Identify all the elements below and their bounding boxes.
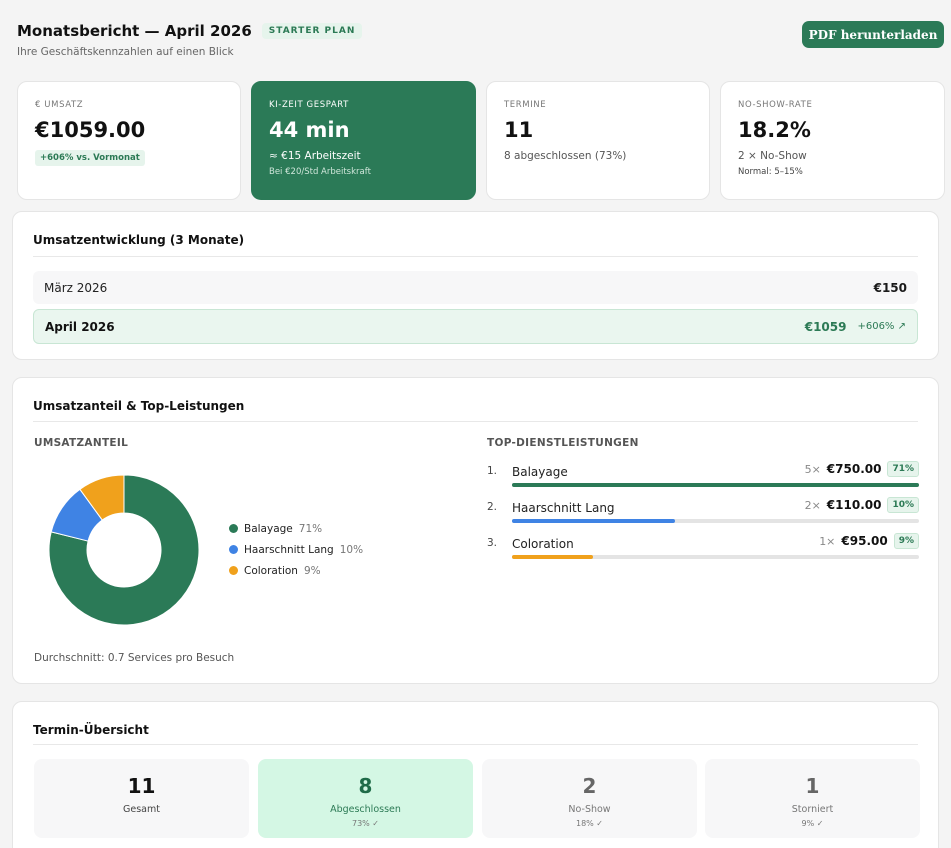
divider [33, 256, 918, 257]
revenue-share-card: Umsatzanteil & Top-Leistungen UMSATZANTE… [12, 377, 939, 684]
legend-dot [229, 524, 238, 533]
kpi-label: NO-SHOW-RATE [738, 100, 813, 110]
report-header: Monatsbericht — April 2026 STARTER PLAN … [17, 22, 363, 58]
service-bar-track [512, 519, 919, 523]
stat-total: 11 Gesamt [34, 759, 249, 838]
service-count: 1× [819, 534, 836, 548]
kpi-label: TERMINE [504, 100, 547, 110]
kpi-label: € UMSATZ [35, 100, 84, 110]
service-count: 5× [804, 462, 821, 476]
donut-slice-coloration [79, 474, 125, 521]
service-rank: 3. [487, 537, 498, 549]
stat-sub: 18% ✓ [575, 819, 604, 828]
service-bar-fill [512, 483, 919, 487]
service-pct-badge: 10% [887, 497, 919, 513]
service-bar-track [512, 555, 919, 559]
service-name: Coloration [512, 537, 574, 551]
legend-name: Balayage [244, 522, 293, 535]
kpi-card-umsatz: € UMSATZ €1059.00 +606% vs. Vormonat [17, 81, 241, 200]
donut-slice-balayage [48, 474, 200, 626]
kpi-sub: ≈ €15 Arbeitszeit [269, 150, 361, 162]
service-rank: 2. [487, 501, 498, 513]
service-pct-badge: 9% [893, 533, 919, 549]
stat-cancelled: 1 Storniert 9% ✓ [705, 759, 920, 838]
card-title: Umsatzentwicklung (3 Monate) [33, 233, 245, 247]
stat-value: 8 [358, 774, 373, 798]
top-services-section-label: TOP-DIENSTLEISTUNGEN [487, 437, 639, 449]
service-bar-fill [512, 555, 594, 559]
trend-badge: +606% vs. Vormonat [35, 150, 145, 166]
stat-label: Abgeschlossen [330, 804, 401, 815]
service-rank: 1. [487, 465, 498, 477]
stat-value: 1 [805, 774, 820, 798]
stat-completed: 8 Abgeschlossen 73% ✓ [258, 759, 473, 838]
pdf-download-button[interactable]: PDF herunterladen [802, 21, 944, 48]
kpi-note: Bei €20/Std Arbeitskraft [269, 167, 371, 177]
card-title: Umsatzanteil & Top-Leistungen [33, 399, 245, 413]
kpi-sub: 2 × No-Show [738, 150, 807, 162]
kpi-card-ki-zeit: KI-ZEIT GESPART 44 min ≈ €15 Arbeitszeit… [251, 81, 476, 200]
month-row-maerz: März 2026 €150 [33, 271, 918, 304]
kpi-value: 18.2% [738, 118, 811, 142]
appointment-overview-card: Termin-Übersicht 11 Gesamt 8 Abgeschloss… [12, 701, 939, 848]
legend-name: Coloration [244, 564, 298, 577]
kpi-card-termine: TERMINE 11 8 abgeschlossen (73%) [486, 81, 710, 200]
divider [33, 421, 918, 422]
legend-item-coloration: Coloration 9% [229, 564, 363, 577]
month-row-april: April 2026 €1059 +606% ↗ [33, 309, 918, 344]
kpi-note: Normal: 5–15% [738, 167, 803, 177]
stat-label: Storniert [791, 804, 834, 815]
month-name: März 2026 [44, 280, 108, 295]
legend-item-haarschnitt: Haarschnitt Lang 10% [229, 543, 363, 556]
service-amount: €750.00 [826, 462, 882, 476]
service-pct-badge: 71% [887, 461, 919, 477]
service-name: Haarschnitt Lang [512, 501, 615, 515]
service-amount: €95.00 [841, 534, 888, 548]
revenue-share-donut-chart [48, 474, 200, 626]
kpi-label: KI-ZEIT GESPART [269, 100, 349, 110]
kpi-value: 44 min [269, 118, 350, 142]
legend-item-balayage: Balayage 71% [229, 522, 363, 535]
stat-sub: 9% ✓ [801, 819, 824, 828]
legend-dot [229, 566, 238, 575]
stat-label: Gesamt [123, 804, 160, 815]
card-title: Termin-Übersicht [33, 723, 149, 737]
month-value: €1059 [804, 319, 847, 334]
stat-sub: 73% ✓ [351, 819, 380, 828]
legend-pct: 71% [298, 522, 323, 535]
stat-label: No-Show [568, 804, 611, 815]
kpi-sub: 8 abgeschlossen (73%) [504, 150, 627, 162]
share-section-label: UMSATZANTEIL [34, 437, 129, 449]
revenue-trend-card: Umsatzentwicklung (3 Monate) März 2026 €… [12, 211, 939, 360]
average-services-note: Durchschnitt: 0.7 Services pro Besuch [34, 652, 235, 664]
page-subtitle: Ihre Geschäftskennzahlen auf einen Blick [17, 46, 234, 58]
legend-dot [229, 545, 238, 554]
stat-value: 2 [582, 774, 597, 798]
stat-no-show: 2 No-Show 18% ✓ [482, 759, 697, 838]
service-row-balayage: 1. Balayage 5× €750.00 71% [487, 461, 919, 489]
divider [33, 744, 918, 745]
kpi-card-no-show: NO-SHOW-RATE 18.2% 2 × No-Show Normal: 5… [720, 81, 945, 200]
service-amount: €110.00 [826, 498, 882, 512]
month-trend: +606% ↗ [857, 321, 906, 332]
month-name: April 2026 [45, 319, 115, 334]
month-value: €150 [873, 280, 907, 295]
kpi-value: 11 [504, 118, 534, 142]
service-name: Balayage [512, 465, 568, 479]
service-row-haarschnitt: 2. Haarschnitt Lang 2× €110.00 10% [487, 497, 919, 525]
service-row-coloration: 3. Coloration 1× €95.00 9% [487, 533, 919, 561]
kpi-value: €1059.00 [35, 118, 146, 142]
stat-value: 11 [127, 774, 156, 798]
legend-name: Haarschnitt Lang [244, 543, 334, 556]
service-bar-fill [512, 519, 675, 523]
legend-pct: 10% [339, 543, 364, 556]
legend-pct: 9% [303, 564, 321, 577]
page-title: Monatsbericht — April 2026 [17, 22, 252, 40]
plan-badge: STARTER PLAN [261, 23, 363, 39]
chart-legend: Balayage 71% Haarschnitt Lang 10% Colora… [229, 522, 363, 585]
service-count: 2× [804, 498, 821, 512]
service-bar-track [512, 483, 919, 487]
